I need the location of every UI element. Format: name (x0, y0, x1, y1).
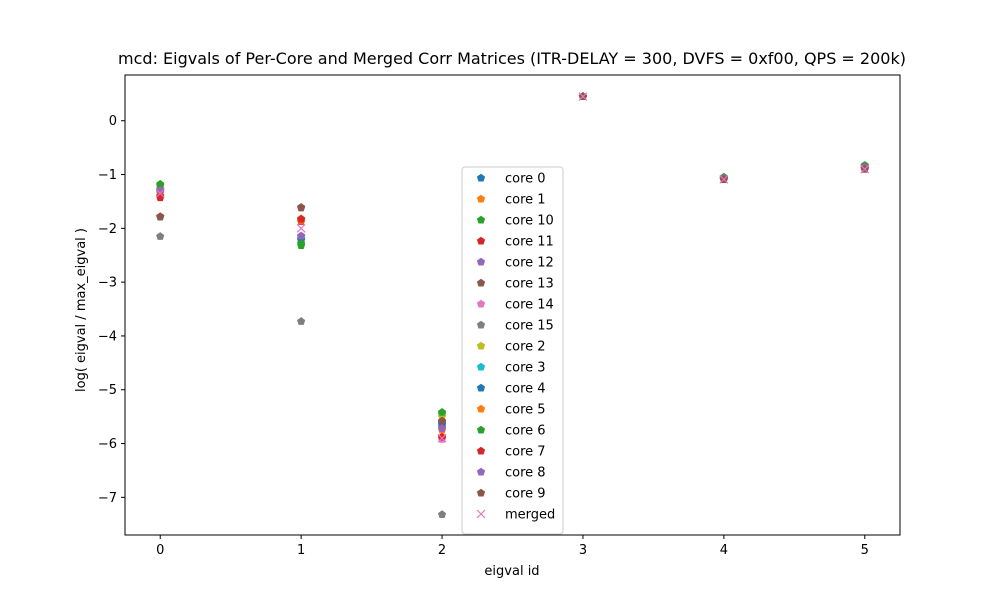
legend-entry: core 15 (476, 319, 554, 334)
data-point (437, 416, 447, 425)
legend-marker (476, 404, 486, 413)
data-point (156, 180, 165, 189)
legend-marker (476, 257, 486, 266)
legend-entry: core 0 (476, 172, 546, 187)
legend-entry: core 12 (476, 256, 554, 271)
legend-label: core 8 (505, 466, 546, 481)
legend-marker (476, 467, 486, 476)
series-merged (155, 92, 870, 443)
legend-label: core 12 (505, 256, 554, 271)
legend-label: core 4 (505, 382, 546, 397)
x-tick-label: 1 (297, 543, 305, 558)
y-axis-label: log( eigval / max_eigval ) (74, 228, 89, 392)
data-point (156, 232, 165, 240)
legend-marker (476, 341, 486, 350)
x-axis-label: eigval id (484, 564, 539, 579)
legend-entry: core 5 (476, 403, 546, 418)
legend-entry: core 9 (476, 487, 546, 502)
data-point (860, 164, 870, 174)
plot-area (124, 74, 901, 536)
y-tick-label: 0 (109, 114, 117, 129)
legend-label: core 10 (505, 214, 554, 229)
legend-label: core 5 (505, 403, 546, 418)
legend-marker (476, 362, 486, 371)
legend-entry: core 13 (476, 277, 554, 292)
data-point (578, 92, 588, 101)
legend-entry: core 7 (476, 445, 546, 460)
legend-label: core 1 (505, 193, 546, 208)
x-tick-label: 5 (861, 543, 869, 558)
data-point (437, 433, 447, 443)
data-point (437, 510, 447, 519)
data-point (297, 203, 306, 211)
legend-label: core 2 (505, 340, 546, 355)
legend-marker (476, 509, 486, 519)
legend-marker (476, 446, 486, 455)
legend-label: core 6 (505, 424, 546, 439)
legend-entry: core 4 (476, 382, 546, 397)
data-point (156, 212, 165, 220)
x-tick-label: 4 (720, 543, 728, 558)
data-point (297, 231, 306, 240)
legend-label: core 9 (505, 487, 546, 502)
chart-title: mcd: Eigvals of Per-Core and Merged Corr… (118, 49, 906, 68)
legend-marker (476, 299, 486, 308)
data-point (155, 188, 165, 198)
y-tick-label: −1 (98, 168, 117, 183)
legend-marker (476, 278, 486, 287)
legend-label: merged (505, 508, 555, 523)
data-point (156, 191, 165, 200)
legend-marker (476, 383, 486, 392)
plot-frame (124, 74, 901, 536)
y-tick-label: −3 (98, 276, 117, 291)
legend-label: core 15 (505, 319, 554, 334)
legend-marker (476, 320, 486, 329)
data-point (437, 424, 447, 432)
data-point (719, 174, 729, 184)
legend-marker (476, 236, 486, 245)
legend-marker (476, 425, 486, 434)
legend-box (461, 166, 564, 535)
x-tick-label: 3 (579, 543, 587, 558)
legend-label: core 0 (505, 172, 546, 187)
legend-marker (476, 488, 486, 497)
legend-label: core 13 (505, 277, 554, 292)
data-point (297, 214, 306, 223)
data-point (297, 239, 306, 247)
x-tick-label: 0 (156, 543, 164, 558)
y-tick-label: −7 (98, 491, 117, 506)
legend-marker (476, 194, 486, 203)
y-axis: −7 −6 −5 −4 −3 −2 −1 0 (98, 114, 125, 506)
y-tick-label: −5 (98, 383, 117, 398)
data-point (437, 432, 447, 441)
legend-label: core 3 (505, 361, 546, 376)
data-point (297, 317, 306, 325)
data-point (437, 408, 447, 416)
legend-entry: merged (476, 508, 555, 523)
legend-entry: core 8 (476, 466, 546, 481)
legend-entry: core 3 (476, 361, 546, 376)
data-points (155, 92, 870, 519)
legend-marker (476, 215, 486, 224)
data-point (296, 223, 306, 233)
legend: core 0 core 1 core 10 core 11 core 12 core 13… (461, 166, 564, 535)
legend-label: core 11 (505, 235, 554, 250)
legend-marker (476, 173, 486, 182)
legend-entry: core 10 (476, 214, 554, 229)
x-axis: 0 1 2 3 4 5 (156, 535, 869, 558)
legend-label: core 7 (505, 445, 546, 460)
x-tick-label: 2 (438, 543, 446, 558)
legend-label: core 14 (505, 298, 554, 313)
y-tick-label: −6 (98, 437, 117, 452)
y-tick-label: −2 (98, 222, 117, 237)
legend-entry: core 2 (476, 340, 546, 355)
y-tick-label: −4 (98, 329, 117, 344)
legend-entry: core 14 (476, 298, 554, 313)
legend-entry: core 6 (476, 424, 546, 439)
legend-entry: core 1 (476, 193, 546, 208)
legend-entry: core 11 (476, 235, 554, 250)
